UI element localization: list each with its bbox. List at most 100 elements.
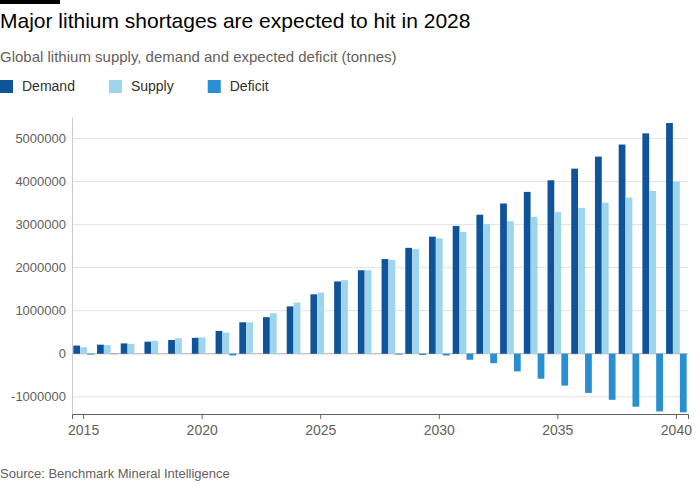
bar [443, 354, 450, 356]
bar [460, 232, 467, 354]
bar [483, 224, 490, 354]
bar [649, 191, 656, 354]
bar [561, 354, 568, 386]
series [87, 354, 687, 413]
bar [602, 203, 609, 354]
bar [476, 215, 483, 354]
grid-line [72, 138, 688, 139]
bar [626, 197, 633, 353]
y-tick-label: -1000000 [11, 389, 66, 404]
x-axis: 2015 2020 2025 2030 2035 2040 [68, 414, 692, 438]
x-tick-label: 2035 [542, 422, 573, 438]
bar [405, 248, 412, 354]
bar [229, 354, 236, 356]
bar [578, 208, 585, 354]
y-tick: 2000000 [15, 260, 72, 275]
x-tick: 2030 [424, 414, 455, 438]
bar [97, 345, 104, 354]
bar [365, 270, 372, 354]
legend-swatch [208, 80, 221, 93]
bar [548, 180, 555, 353]
y-tick-label: 4000000 [15, 174, 66, 189]
x-tick-mark [320, 414, 321, 419]
bar [128, 344, 135, 354]
bar [87, 353, 94, 355]
bars [73, 123, 686, 412]
bar [419, 354, 426, 355]
bar [104, 345, 111, 354]
bar [121, 343, 128, 353]
x-tick-label: 2020 [187, 422, 218, 438]
bar [388, 260, 395, 354]
x-tick: 2025 [305, 414, 336, 438]
bar [619, 145, 626, 354]
bar [324, 353, 331, 354]
bar [500, 204, 507, 354]
bar [192, 338, 199, 354]
bar [395, 353, 402, 355]
bar [554, 212, 561, 354]
grid [72, 139, 688, 397]
bar [571, 169, 578, 354]
bar [436, 238, 443, 353]
y-tick-label: 3000000 [15, 217, 66, 232]
bar [301, 353, 308, 354]
chart: Major lithium shortages are expected to … [0, 0, 700, 500]
bar [168, 340, 175, 354]
bar [317, 293, 324, 354]
x-tick: 2035 [542, 414, 573, 438]
y-tick-label: 2000000 [15, 260, 66, 275]
bar [642, 133, 649, 353]
bar [585, 354, 592, 393]
y-axis-line [72, 118, 73, 415]
bar [80, 347, 87, 353]
bar [287, 306, 294, 353]
bar [595, 157, 602, 354]
y-tick: -1000000 [11, 389, 72, 404]
legend-item: Demand [0, 78, 75, 94]
legend-label: Demand [22, 78, 75, 94]
x-tick: 2020 [187, 414, 218, 438]
bar [253, 353, 260, 354]
legend-label: Supply [131, 78, 174, 94]
bar [73, 346, 80, 354]
legend-swatch [109, 80, 122, 93]
bar [524, 192, 531, 354]
bar [412, 249, 419, 354]
bar [632, 354, 639, 407]
bar [158, 353, 165, 354]
y-tick-label: 5000000 [15, 131, 66, 146]
series [80, 182, 680, 354]
bar [609, 354, 616, 400]
legend-item: Supply [109, 78, 174, 94]
bar [263, 317, 270, 354]
x-tick-label: 2015 [68, 422, 99, 438]
source: Source: Benchmark Mineral Intelligence [0, 466, 230, 481]
bar [666, 123, 673, 354]
bar [216, 331, 223, 354]
subtitle: Global lithium supply, demand and expect… [0, 48, 397, 65]
x-tick: 2040 [661, 414, 692, 438]
x-tick-mark [439, 414, 440, 419]
x-tick-label: 2030 [424, 422, 455, 438]
bar [490, 354, 497, 363]
x-tick-mark [83, 414, 84, 419]
top-bar [0, 0, 60, 4]
bar [453, 226, 460, 354]
bar [656, 354, 663, 412]
bar [239, 322, 246, 353]
bar [151, 341, 158, 354]
bar [514, 354, 521, 372]
bar [429, 237, 436, 354]
series [73, 123, 673, 354]
bar [182, 353, 189, 354]
x-tick-mark [676, 414, 677, 419]
bar [135, 353, 142, 354]
grid-line [72, 396, 688, 397]
y-tick: 4000000 [15, 174, 72, 189]
bar [294, 303, 301, 354]
title: Major lithium shortages are expected to … [0, 9, 470, 32]
bar [348, 353, 355, 354]
bar [144, 342, 151, 354]
bar [680, 354, 687, 413]
